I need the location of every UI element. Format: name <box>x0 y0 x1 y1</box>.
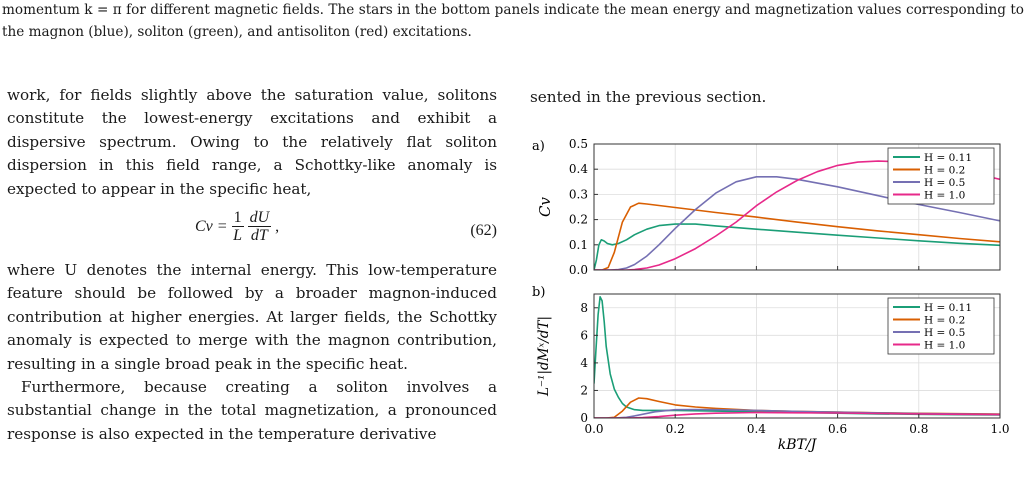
frac1-denominator: L <box>233 227 243 245</box>
series-line-2 <box>594 202 1000 270</box>
equation-lhs: Cv = <box>195 217 228 235</box>
legend-entry: H = 0.11 <box>924 152 972 164</box>
y-tick-label: 0.5 <box>569 137 588 151</box>
chart-panel-b: 0 2 4 6 8 0.0 0.2 0.4 0.6 0.8 1.0 kBT/J L⁻¹|dMˣ/dT| b… <box>532 285 1010 453</box>
x-tick-label: 0.6 <box>828 422 847 436</box>
x-tick-label: 0.0 <box>584 422 603 436</box>
y-tick-label: 4 <box>580 356 588 370</box>
series-line-3 <box>594 175 1000 270</box>
fraction-one-over-l: 1 L <box>231 209 244 245</box>
equation-62: Cv = 1 L dU dT , (62) <box>7 201 497 259</box>
legend-entry: H = 0.5 <box>924 327 965 339</box>
x-tick-label: 0.4 <box>747 422 766 436</box>
y-axis-label: Cv <box>536 196 554 216</box>
right-column-text: sented in the previous section. <box>530 88 767 106</box>
y-tick-label: 8 <box>580 301 588 315</box>
y-tick-label: 0.0 <box>569 263 588 277</box>
y-tick-label: 0.2 <box>569 213 588 227</box>
y-tick-label: 6 <box>580 328 588 342</box>
series-line-1 <box>594 223 1000 270</box>
frac2-numerator: dU <box>247 209 272 228</box>
legend: H = 0.11H = 0.2H = 0.5H = 1.0 <box>887 147 995 205</box>
panel-label: a) <box>532 139 545 154</box>
x-axis-label: kBT/J <box>778 437 818 453</box>
legend-entry: H = 0.11 <box>924 302 972 314</box>
x-tick-label: 1.0 <box>990 422 1009 436</box>
paragraph-specific-heat: work, for fields slightly above the satu… <box>7 86 497 198</box>
plot-frame <box>593 143 1001 271</box>
legend: H = 0.11H = 0.2H = 0.5H = 1.0 <box>887 297 995 355</box>
equation-number: (62) <box>470 222 497 240</box>
figure-caption-text: momentum k = π for different magnetic fi… <box>2 2 1024 40</box>
figure-caption: momentum k = π for different magnetic fi… <box>2 0 1024 43</box>
left-column: work, for fields slightly above the satu… <box>7 84 497 446</box>
frac1-numerator: 1 <box>231 209 244 228</box>
legend-entry: H = 0.5 <box>924 177 965 189</box>
plot-frame <box>593 293 1001 419</box>
y-tick-label: 0.4 <box>569 162 588 176</box>
legend-entry: H = 1.0 <box>924 190 965 202</box>
legend-entry: H = 0.2 <box>924 165 965 177</box>
y-tick-label: 0.1 <box>569 238 588 252</box>
equation-trailing-comma: , <box>275 217 280 235</box>
legend-entry: H = 0.2 <box>924 315 965 327</box>
fraction-du-dt: dU dT <box>247 209 272 245</box>
panel-label: b) <box>532 285 545 300</box>
y-tick-label: 2 <box>580 383 588 397</box>
y-axis-label: L⁻¹|dMˣ/dT| <box>536 316 552 397</box>
series-line-4 <box>594 411 1000 418</box>
paragraph-magnetization: Furthermore, because creating a soliton … <box>7 378 497 443</box>
y-tick-label: 0 <box>580 411 588 425</box>
paragraph-internal-energy: where U denotes the internal energy. Thi… <box>7 261 497 373</box>
frac2-denominator: dT <box>250 227 268 245</box>
legend-entry: H = 1.0 <box>924 340 965 352</box>
x-tick-label: 0.8 <box>909 422 928 436</box>
x-tick-label: 0.2 <box>666 422 685 436</box>
y-tick-label: 0.3 <box>569 187 588 201</box>
